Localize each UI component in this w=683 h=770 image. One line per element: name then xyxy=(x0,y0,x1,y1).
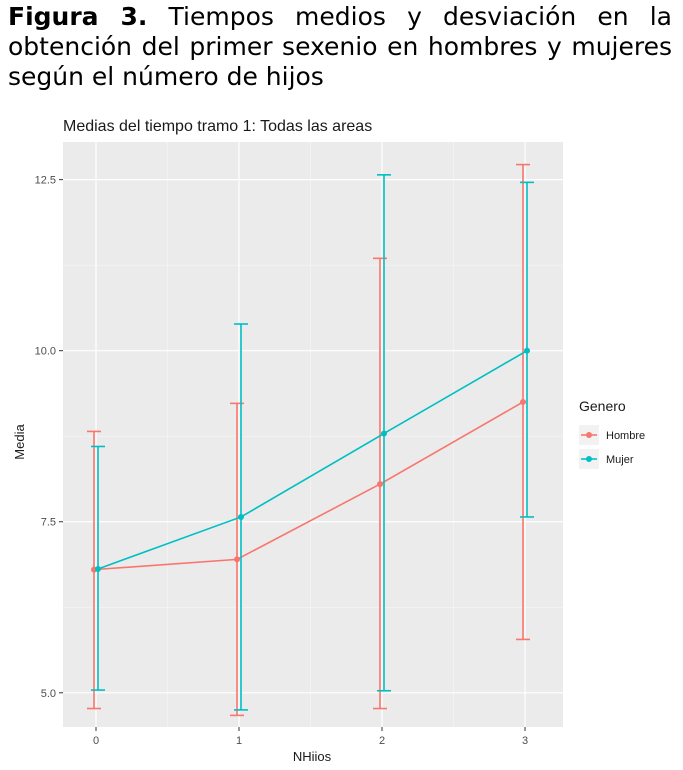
figure-caption-text: Tiempos medios y desviación en la obtenc… xyxy=(8,2,673,91)
data-point-mujer xyxy=(238,513,244,520)
chart-title: Medias del tiempo tramo 1: Todas las are… xyxy=(63,118,372,135)
legend-label-hombre: Hombre xyxy=(606,430,645,442)
x-axis: 0 1 2 3 xyxy=(93,727,528,747)
figure-caption: Figura 3. Tiempos medios y desviación en… xyxy=(8,2,672,92)
legend-label-mujer: Mujer xyxy=(606,454,634,466)
data-point-mujer xyxy=(524,347,530,354)
y-axis-title: Media xyxy=(12,424,27,460)
chart: Medias del tiempo tramo 1: Todas las are… xyxy=(12,118,645,764)
x-tick-label: 1 xyxy=(236,735,242,747)
series-group xyxy=(87,163,534,717)
x-tick-label: 3 xyxy=(522,735,528,747)
data-point-hombre xyxy=(520,399,526,405)
data-point-hombre xyxy=(234,556,240,563)
y-tick-label: 5.0 xyxy=(41,688,56,700)
x-axis-title: NHiios xyxy=(293,749,332,764)
legend-title: Genero xyxy=(579,398,626,414)
plot-panel xyxy=(63,142,563,727)
legend-item-mujer: Mujer xyxy=(579,449,634,469)
y-tick-label: 7.5 xyxy=(41,517,56,529)
legend-key-point xyxy=(586,456,592,462)
legend-item-hombre: Hombre xyxy=(579,425,645,445)
series-line-mujer xyxy=(97,349,528,570)
y-tick-label: 12.5 xyxy=(35,175,56,187)
data-point-mujer xyxy=(381,430,387,437)
x-tick-label: 0 xyxy=(93,735,99,747)
figure-label: Figura 3. xyxy=(8,2,148,31)
series-line-hombre xyxy=(93,401,524,571)
y-tick-label: 10.0 xyxy=(35,346,56,358)
y-axis: 5.0 7.5 10.0 12.5 xyxy=(35,175,63,700)
grid xyxy=(63,142,563,727)
legend: Genero Hombre Mujer xyxy=(579,398,645,469)
x-tick-label: 2 xyxy=(379,735,385,747)
legend-key-point xyxy=(586,432,592,438)
data-point-mujer xyxy=(95,565,101,572)
series-mujer xyxy=(91,174,534,711)
data-point-hombre xyxy=(377,481,383,488)
